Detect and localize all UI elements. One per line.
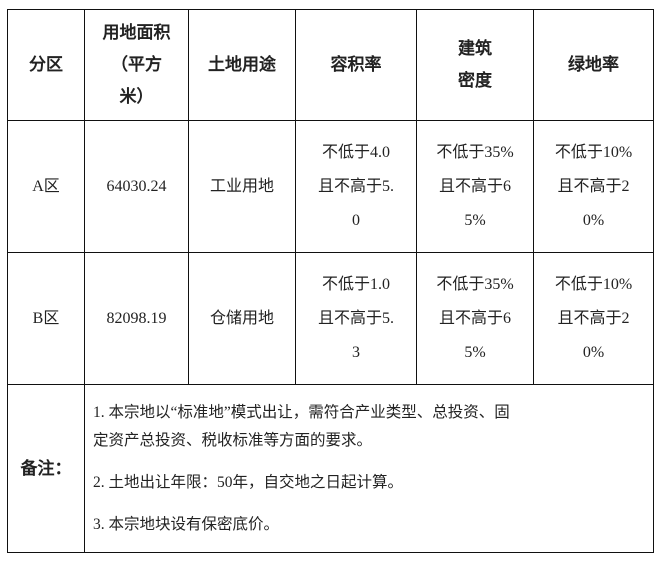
notes-label: 备注： (7, 384, 85, 553)
cell-zone: B区 (7, 252, 85, 385)
cell-density: 不低于35% 且不高于6 5% (416, 252, 534, 385)
cell-far: 不低于1.0 且不高于5. 3 (295, 252, 417, 385)
header-row: 分区 用地面积 （平方 米） 土地用途 容积率 建筑 密度 绿地率 (7, 9, 654, 121)
header-zone: 分区 (7, 9, 85, 121)
cell-green: 不低于10% 且不高于2 0% (533, 120, 654, 253)
header-green: 绿地率 (533, 9, 654, 121)
note-item: 1. 本宗地以“标准地”模式出让，需符合产业类型、总投资、固 定资产总投资、税收… (93, 403, 510, 449)
table-row: A区 64030.24 工业用地 不低于4.0 且不高于5. 0 不低于35% … (7, 120, 654, 253)
cell-zone: A区 (7, 120, 85, 253)
cell-density: 不低于35% 且不高于6 5% (416, 120, 534, 253)
header-far: 容积率 (295, 9, 417, 121)
table-row: B区 82098.19 仓储用地 不低于1.0 且不高于5. 3 不低于35% … (7, 252, 654, 385)
cell-green: 不低于10% 且不高于2 0% (533, 252, 654, 385)
cell-land-use: 仓储用地 (188, 252, 296, 385)
land-parcel-table: 分区 用地面积 （平方 米） 土地用途 容积率 建筑 密度 绿地率 A区 640… (7, 9, 654, 553)
notes-row: 备注： 1. 本宗地以“标准地”模式出让，需符合产业类型、总投资、固 定资产总投… (7, 384, 654, 553)
note-item: 3. 本宗地块设有保密底价。 (93, 515, 280, 533)
header-density: 建筑 密度 (416, 9, 534, 121)
header-area: 用地面积 （平方 米） (84, 9, 189, 121)
header-land-use: 土地用途 (188, 9, 296, 121)
cell-far: 不低于4.0 且不高于5. 0 (295, 120, 417, 253)
cell-area: 64030.24 (84, 120, 189, 253)
notes-content: 1. 本宗地以“标准地”模式出让，需符合产业类型、总投资、固 定资产总投资、税收… (84, 384, 654, 553)
cell-land-use: 工业用地 (188, 120, 296, 253)
cell-area: 82098.19 (84, 252, 189, 385)
note-item: 2. 土地出让年限：50年，自交地之日起计算。 (93, 473, 404, 491)
